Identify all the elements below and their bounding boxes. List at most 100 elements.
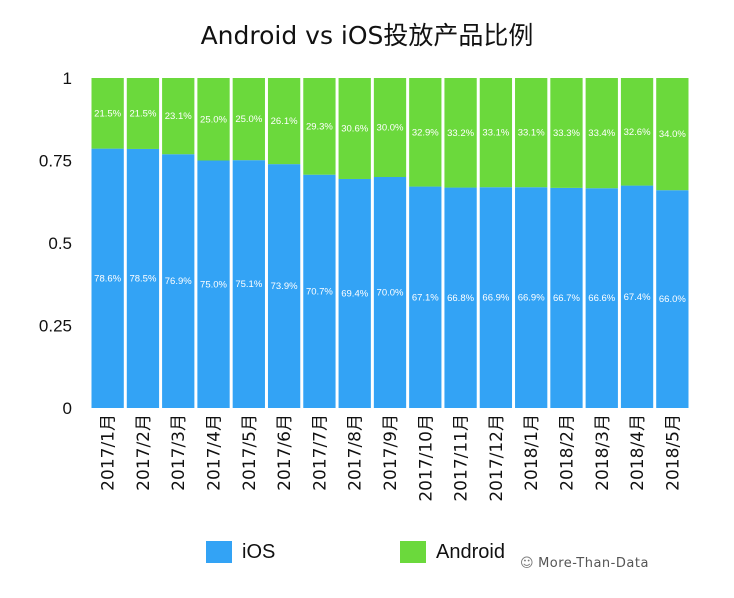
data-label-android: 33.2% xyxy=(447,128,474,139)
data-label-ios: 75.0% xyxy=(200,279,227,290)
x-tick-label: 2017/5月 xyxy=(240,414,260,491)
watermark: ☺ More-Than-Data xyxy=(520,556,649,571)
data-label-ios: 66.9% xyxy=(482,293,509,304)
data-label-android: 33.1% xyxy=(482,128,509,139)
data-label-android: 26.1% xyxy=(271,116,298,127)
x-tick-label: 2017/8月 xyxy=(346,414,366,491)
bar-ios xyxy=(91,148,124,408)
data-label-android: 33.1% xyxy=(518,128,545,139)
bar-android xyxy=(162,78,195,155)
data-label-android: 21.5% xyxy=(94,108,121,119)
data-label-ios: 66.0% xyxy=(659,294,686,305)
data-label-ios: 78.6% xyxy=(94,273,121,284)
bar-android xyxy=(197,78,230,161)
bar-android xyxy=(656,78,689,191)
x-tick-label: 2017/10月 xyxy=(416,414,436,502)
bar-ios xyxy=(197,160,230,408)
data-label-ios: 70.0% xyxy=(377,288,404,299)
legend-swatch-ios xyxy=(206,541,232,563)
bar-android xyxy=(620,78,654,186)
data-label-ios: 76.9% xyxy=(165,276,192,287)
bar-ios xyxy=(620,185,654,408)
x-tick-label: 2017/7月 xyxy=(310,414,330,491)
data-label-ios: 70.7% xyxy=(306,286,333,297)
bar-android xyxy=(303,78,336,175)
bar-android xyxy=(126,78,160,149)
bar-ios xyxy=(656,190,689,408)
legend-label-ios: iOS xyxy=(242,540,276,563)
bar-android xyxy=(550,78,583,188)
x-tick-label: 2018/2月 xyxy=(557,414,577,491)
bar-ios xyxy=(338,178,371,408)
y-tick-label: 0 xyxy=(63,399,72,418)
bar-android xyxy=(232,78,265,161)
y-tick-label: 0.25 xyxy=(39,317,72,336)
x-tick-label: 2018/3月 xyxy=(593,414,613,491)
x-tick-label: 2017/12月 xyxy=(487,414,507,502)
data-label-android: 23.1% xyxy=(165,111,192,122)
bar-ios xyxy=(126,148,160,408)
data-label-ios: 75.1% xyxy=(235,279,262,290)
bar-android xyxy=(338,78,371,179)
legend-item-android: Android xyxy=(400,540,505,564)
bar-ios xyxy=(550,187,583,408)
data-label-android: 21.5% xyxy=(129,108,156,119)
legend-label-android: Android xyxy=(436,540,505,563)
chart-title: Android vs iOS投放产品比例 xyxy=(200,21,534,50)
data-label-ios: 66.7% xyxy=(553,293,580,304)
bar-ios xyxy=(585,188,618,408)
data-label-ios: 78.5% xyxy=(129,273,156,284)
bar-ios xyxy=(409,186,442,408)
x-tick-label: 2017/3月 xyxy=(169,414,189,491)
y-tick-label: 1 xyxy=(63,69,72,88)
wechat-icon: ☺ xyxy=(520,556,535,571)
x-tick-label: 2018/1月 xyxy=(522,414,542,491)
data-label-android: 34.0% xyxy=(659,129,686,140)
x-tick-label: 2017/9月 xyxy=(381,414,401,491)
bar-android xyxy=(515,78,548,188)
x-tick-label: 2018/4月 xyxy=(628,414,648,491)
y-tick-label: 0.75 xyxy=(39,152,72,171)
bar-ios xyxy=(373,177,407,408)
legend-swatch-android xyxy=(400,541,426,563)
data-label-ios: 67.1% xyxy=(412,292,439,303)
x-tick-label: 2017/6月 xyxy=(275,414,295,491)
bar-android xyxy=(91,78,124,149)
bar-android xyxy=(267,78,301,165)
bar-ios xyxy=(162,154,195,408)
x-tick-label: 2017/2月 xyxy=(134,414,154,491)
bar-android xyxy=(373,78,407,177)
watermark-text: More-Than-Data xyxy=(538,556,649,571)
x-tick-label: 2017/4月 xyxy=(205,414,225,491)
bar-android xyxy=(444,78,477,188)
bar-ios xyxy=(267,164,301,408)
bar-android xyxy=(479,78,513,188)
data-label-android: 29.3% xyxy=(306,121,333,132)
data-label-android: 30.6% xyxy=(341,123,368,134)
data-label-android: 25.0% xyxy=(200,114,227,125)
data-label-android: 32.6% xyxy=(624,127,651,138)
x-tick-label: 2017/1月 xyxy=(99,414,119,491)
legend-item-ios: iOS xyxy=(206,540,275,564)
data-label-android: 32.9% xyxy=(412,127,439,138)
data-label-ios: 67.4% xyxy=(624,292,651,303)
data-label-ios: 69.4% xyxy=(341,288,368,299)
data-label-android: 30.0% xyxy=(377,123,404,134)
bar-ios xyxy=(232,160,265,408)
x-tick-label: 2017/11月 xyxy=(452,414,472,502)
data-label-ios: 66.8% xyxy=(447,293,474,304)
y-tick-label: 0.5 xyxy=(48,234,72,253)
bar-ios xyxy=(303,174,336,408)
bar-android xyxy=(585,78,618,189)
bar-ios xyxy=(444,187,477,408)
data-label-ios: 66.6% xyxy=(588,293,615,304)
data-label-ios: 66.9% xyxy=(518,293,545,304)
bar-ios xyxy=(479,187,513,408)
bar-android xyxy=(409,78,442,187)
data-label-android: 33.4% xyxy=(588,128,615,139)
data-label-android: 25.0% xyxy=(235,114,262,125)
x-tick-label: 2018/5月 xyxy=(663,414,683,491)
data-label-android: 33.3% xyxy=(553,128,580,139)
data-label-ios: 73.9% xyxy=(271,281,298,292)
